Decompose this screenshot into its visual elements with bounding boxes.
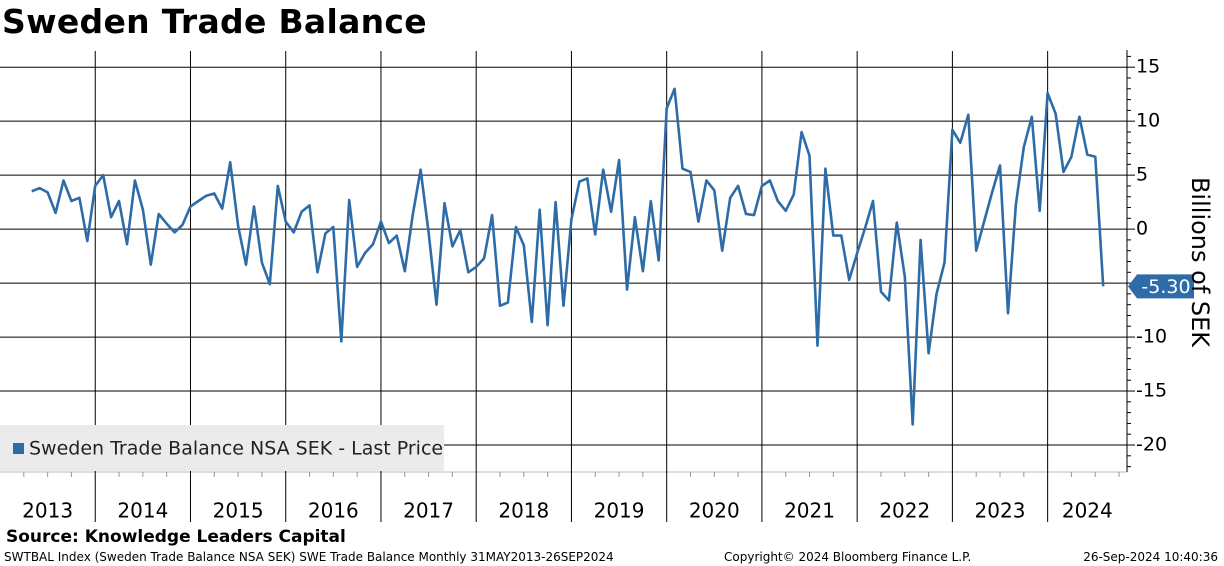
y-tick-label: 15	[1136, 56, 1160, 78]
y-tick-label: -10	[1136, 326, 1167, 348]
x-tick-label: 2014	[117, 499, 168, 523]
x-tick-label: 2023	[975, 499, 1026, 523]
y-tick-label: -15	[1136, 380, 1167, 402]
source-note: Source: Knowledge Leaders Capital	[6, 527, 346, 547]
last-value-badge-shape	[1128, 274, 1194, 299]
x-tick-label: 2019	[594, 499, 645, 523]
x-tick-label: 2016	[308, 499, 359, 523]
legend-label: Sweden Trade Balance NSA SEK - Last Pric…	[29, 438, 443, 460]
horizontal-gridlines	[0, 66, 1127, 446]
y-tick-label: 0	[1136, 218, 1148, 240]
y-tick-label: 10	[1136, 110, 1160, 132]
x-tick-label: 2021	[784, 499, 835, 523]
legend-swatch	[13, 443, 24, 454]
y-tick-label: 5	[1136, 164, 1148, 186]
series-line-sweden-trade-balance[interactable]	[31, 87, 1105, 426]
legend-background	[0, 425, 444, 471]
x-tick-label: 2018	[498, 499, 549, 523]
footer-copyright: Copyright© 2024 Bloomberg Finance L.P.	[724, 550, 972, 564]
x-tick-label: 2017	[403, 499, 454, 523]
x-axis-tick-labels: 2013 2014 2015 2016 2017 2018 2019 2020 2021 2022…	[22, 499, 1113, 523]
last-value-badge: -5.30	[1128, 274, 1194, 299]
legend: Sweden Trade Balance NSA SEK - Last Pric…	[0, 425, 444, 471]
chart-title: Sweden Trade Balance	[2, 2, 427, 41]
x-tick-label: 2013	[22, 499, 73, 523]
x-tick-label: 2020	[689, 499, 740, 523]
y-tick-label: -20	[1136, 434, 1167, 456]
x-tick-label: 2015	[213, 499, 264, 523]
x-tick-label: 2022	[879, 499, 930, 523]
last-value-label: -5.30	[1141, 276, 1190, 298]
footer-series-info: SWTBAL Index (Sweden Trade Balance NSA S…	[4, 550, 614, 564]
footer-timestamp: 26-Sep-2024 10:40:36	[1083, 550, 1218, 564]
y-axis-label: Billions of SEK	[1186, 177, 1214, 348]
x-tick-label: 2024	[1062, 499, 1113, 523]
